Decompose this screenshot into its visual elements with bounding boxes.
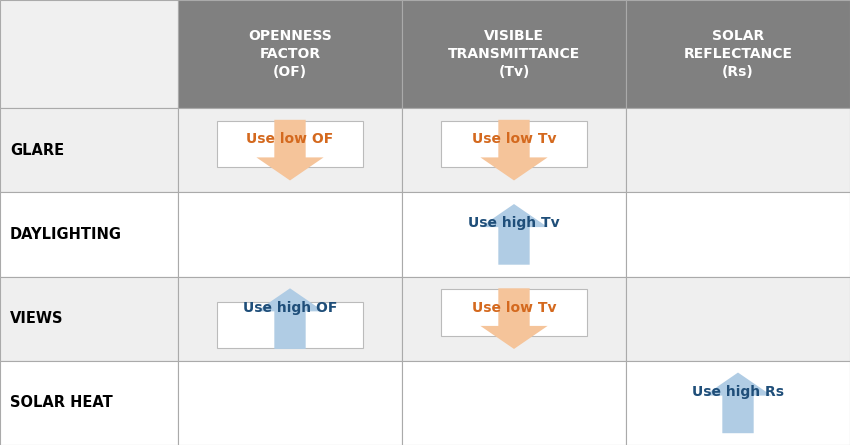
Bar	[178, 0, 402, 108]
Bar	[178, 192, 402, 276]
Text: VISIBLE
TRANSMITTANCE
(Tv): VISIBLE TRANSMITTANCE (Tv)	[448, 28, 580, 79]
Bar	[626, 192, 850, 276]
Bar	[218, 121, 363, 167]
Text: SOLAR
REFLECTANCE
(Rs): SOLAR REFLECTANCE (Rs)	[683, 28, 792, 79]
Text: SOLAR HEAT: SOLAR HEAT	[10, 395, 113, 410]
Polygon shape	[257, 288, 324, 349]
Bar	[626, 0, 850, 108]
Bar	[0, 108, 178, 192]
Bar	[626, 108, 850, 192]
Polygon shape	[257, 120, 324, 181]
Text: Use high OF: Use high OF	[243, 301, 337, 315]
Text: Use low Tv: Use low Tv	[472, 301, 556, 315]
Polygon shape	[480, 120, 547, 181]
Text: Use high Rs: Use high Rs	[692, 385, 784, 399]
Bar	[178, 276, 402, 361]
Text: GLARE: GLARE	[10, 143, 64, 158]
Bar	[626, 361, 850, 445]
Text: Use low OF: Use low OF	[246, 132, 333, 146]
Text: VIEWS: VIEWS	[10, 311, 64, 326]
Bar	[402, 108, 626, 192]
Text: Use low Tv: Use low Tv	[472, 132, 556, 146]
Bar	[0, 361, 178, 445]
Bar	[441, 121, 586, 167]
Text: OPENNESS
FACTOR
(OF): OPENNESS FACTOR (OF)	[248, 28, 332, 79]
Bar	[178, 361, 402, 445]
Polygon shape	[480, 288, 547, 349]
Bar	[218, 302, 363, 348]
Text: Use high Tv: Use high Tv	[468, 216, 560, 231]
Bar	[0, 0, 178, 108]
Bar	[0, 276, 178, 361]
Bar	[402, 192, 626, 276]
Polygon shape	[480, 204, 547, 265]
Bar	[441, 289, 586, 336]
Bar	[402, 0, 626, 108]
Bar	[402, 361, 626, 445]
Bar	[402, 276, 626, 361]
Text: DAYLIGHTING: DAYLIGHTING	[10, 227, 122, 242]
Bar	[0, 192, 178, 276]
Bar	[626, 276, 850, 361]
Polygon shape	[705, 372, 772, 433]
Bar	[178, 108, 402, 192]
